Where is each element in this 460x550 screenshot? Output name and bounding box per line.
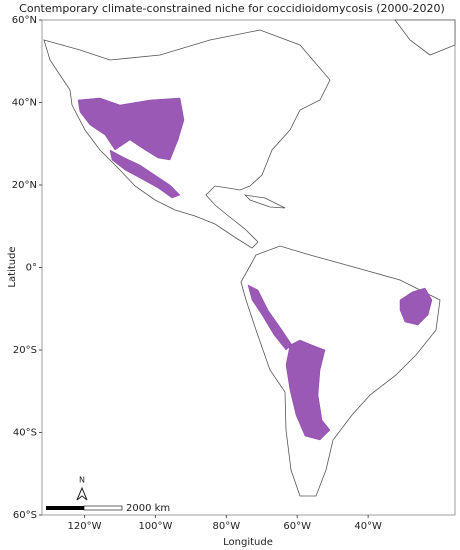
cuba bbox=[243, 194, 286, 209]
niche-southwest-us bbox=[77, 97, 185, 161]
y-tick-label: 0° bbox=[26, 263, 37, 274]
y-tick-label: 60°S bbox=[13, 510, 37, 521]
south-america bbox=[240, 245, 441, 497]
scale-bar-label: 2000 km bbox=[126, 503, 170, 514]
niche-mexico bbox=[109, 149, 181, 199]
x-tick-label: 100°W bbox=[138, 521, 172, 532]
y-tick-label: 40°S bbox=[13, 428, 37, 439]
scale-bar-light bbox=[83, 505, 123, 511]
niche-chile-argentina bbox=[285, 339, 331, 441]
x-tick-label: 40°W bbox=[354, 521, 382, 532]
x-tick-label: 80°W bbox=[213, 521, 241, 532]
scale-bar-dark bbox=[46, 506, 84, 510]
north-arrow: N bbox=[76, 476, 88, 501]
north-arrow-shape bbox=[76, 486, 88, 501]
x-tick-label: 60°W bbox=[283, 521, 311, 532]
y-tick-label: 60°N bbox=[12, 15, 37, 26]
y-axis-title: Latitude bbox=[7, 246, 18, 287]
landmass bbox=[43, 19, 456, 497]
niche-peru bbox=[247, 284, 293, 351]
x-axis-title: Longitude bbox=[223, 537, 273, 548]
niche-brazil bbox=[399, 287, 433, 326]
north-label: N bbox=[79, 476, 85, 485]
x-tick-label: 120°W bbox=[68, 521, 102, 532]
map-title: Contemporary climate-constrained niche f… bbox=[19, 2, 445, 15]
scale-bar: 2000 km bbox=[46, 503, 170, 514]
y-tick-label: 20°N bbox=[12, 180, 37, 191]
north-america bbox=[43, 29, 331, 249]
ticks: 120°W 100°W 80°W 60°W 40°W 60°N 40°N 20°N 0° 20°S… bbox=[12, 15, 382, 532]
y-tick-label: 20°S bbox=[13, 345, 37, 356]
y-tick-label: 40°N bbox=[12, 98, 37, 109]
niche-areas bbox=[77, 97, 433, 441]
greenland-edge bbox=[394, 19, 456, 56]
